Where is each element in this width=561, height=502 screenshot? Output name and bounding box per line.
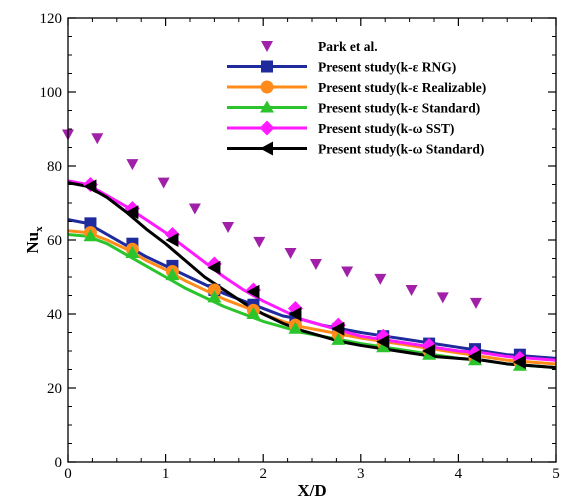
y-tick-label: 120 xyxy=(40,11,63,27)
marker-park-et-al xyxy=(309,259,322,271)
marker-park-et-al xyxy=(436,292,449,304)
marker-present-study-k-realizable xyxy=(207,283,221,297)
legend-marker-present-study-k-rng xyxy=(261,60,273,73)
y-axis-label-main: Nu xyxy=(23,232,42,254)
series-line-present-study-k-realizable xyxy=(67,229,557,366)
x-tick-label: 5 xyxy=(552,466,560,482)
y-tick-label: 40 xyxy=(47,307,62,323)
plot-markers xyxy=(62,129,528,371)
marker-present-study-k-standard xyxy=(467,349,481,364)
marker-park-et-al xyxy=(405,284,418,296)
y-tick-label: 80 xyxy=(47,159,62,175)
plot-lines xyxy=(67,179,557,370)
marker-present-study-k-standard xyxy=(165,233,179,247)
y-axis-label: Nux xyxy=(23,226,45,254)
y-tick-label: 0 xyxy=(55,455,63,471)
marker-park-et-al xyxy=(253,236,266,248)
legend: Park et al. Present study(k-ε RNG) Present… xyxy=(227,39,486,157)
marker-park-et-al xyxy=(126,159,139,171)
legend-marker-present-study-k-standard xyxy=(260,141,273,156)
marker-present-study-k-standard xyxy=(376,334,390,349)
x-tick-label: 4 xyxy=(455,466,463,482)
legend-label-park-et-al: Park et al. xyxy=(318,39,378,54)
x-tick-label: 3 xyxy=(357,466,365,482)
marker-park-et-al xyxy=(188,203,201,215)
marker-present-study-k-standard xyxy=(246,307,261,319)
marker-park-et-al xyxy=(284,247,297,259)
marker-present-study-k-standard xyxy=(165,268,180,281)
y-tick-label: 20 xyxy=(47,381,62,397)
marker-present-study-k-standard xyxy=(125,205,139,220)
x-axis-label: X/D xyxy=(297,481,326,500)
legend-label-present-study-k-standard: Present study(k-ω Standard) xyxy=(318,142,484,157)
marker-park-et-al xyxy=(157,177,170,189)
marker-present-study-k-standard xyxy=(288,321,303,334)
marker-park-et-al xyxy=(91,133,104,145)
legend-marker-park-et-al xyxy=(261,41,273,52)
legend-label-present-study-k-realizable: Present study(k-ε Realizable) xyxy=(318,80,486,95)
marker-park-et-al xyxy=(341,266,354,278)
marker-present-study-k-standard xyxy=(422,344,436,358)
marker-present-study-k-rng xyxy=(84,217,97,230)
legend-marker-present-study-k-standard xyxy=(260,100,274,113)
x-tick-label: 0 xyxy=(64,466,72,482)
marker-present-study-k-standard xyxy=(207,260,221,275)
marker-present-study-k-standard xyxy=(331,332,346,345)
legend-label-present-study-k-sst: Present study(k-ω SST) xyxy=(318,121,454,136)
y-axis-label-subscript: x xyxy=(33,226,45,232)
legend-marker-present-study-k-realizable xyxy=(260,80,274,94)
marker-park-et-al xyxy=(374,273,387,285)
legend-label-present-study-k-rng: Present study(k-ε RNG) xyxy=(318,60,456,75)
y-tick-label: 100 xyxy=(40,85,63,101)
marker-present-study-k-standard xyxy=(246,284,260,299)
series-line-present-study-k-rng xyxy=(67,218,557,360)
marker-present-study-k-standard xyxy=(331,321,345,336)
marker-present-study-k-standard xyxy=(83,179,97,194)
axes: 0 1 2 3 4 5 0 20 40 60 80 100 120 xyxy=(40,11,560,482)
x-tick-label: 2 xyxy=(259,466,267,482)
series-line-present-study-k-standard xyxy=(67,181,557,370)
marker-park-et-al xyxy=(469,297,482,309)
x-tick-label: 1 xyxy=(162,466,170,482)
y-tick-label: 60 xyxy=(47,233,62,249)
marker-park-et-al xyxy=(222,222,235,234)
marker-present-study-k-standard xyxy=(207,290,222,303)
legend-label-present-study-k-standard: Present study(k-ε Standard) xyxy=(318,101,480,116)
marker-present-study-k-standard xyxy=(125,245,140,258)
marker-present-study-k-standard xyxy=(512,355,526,370)
legend-marker-present-study-k-sst xyxy=(259,120,275,136)
marker-present-study-k-standard xyxy=(288,307,302,321)
marker-present-study-k-standard xyxy=(83,229,98,242)
marker-present-study-k-standard xyxy=(376,340,391,353)
